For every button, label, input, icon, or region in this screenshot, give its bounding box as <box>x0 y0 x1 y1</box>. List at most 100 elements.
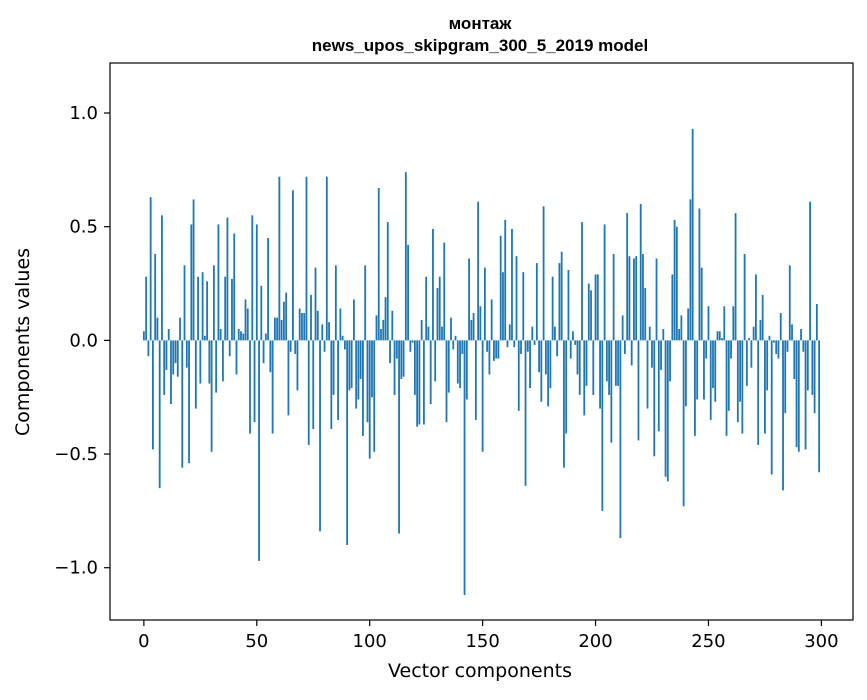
bar <box>626 213 629 341</box>
bar <box>481 340 484 452</box>
bar <box>619 340 622 539</box>
bar <box>298 308 301 341</box>
bar <box>592 340 595 395</box>
bar <box>158 340 161 489</box>
bar <box>404 172 407 341</box>
bar <box>691 128 694 341</box>
bar <box>219 329 222 341</box>
bar <box>617 340 620 386</box>
bar <box>152 340 154 450</box>
bar <box>705 340 708 359</box>
bar <box>337 340 339 420</box>
bar <box>280 319 283 341</box>
bar <box>425 276 428 341</box>
y-tick-label: 0.5 <box>69 217 98 238</box>
bar <box>596 274 599 341</box>
bar <box>377 188 380 341</box>
bar <box>669 340 671 382</box>
bar <box>436 288 439 341</box>
bar <box>716 331 719 341</box>
bar <box>687 308 690 341</box>
bar <box>723 306 726 341</box>
x-tick-label: 300 <box>804 631 838 652</box>
y-axis-label: Components values <box>12 248 34 436</box>
bar <box>560 251 563 341</box>
bar <box>242 333 245 341</box>
bar <box>287 340 290 416</box>
bar <box>572 331 574 341</box>
bar <box>292 190 294 341</box>
bar <box>244 299 247 341</box>
bar <box>673 219 676 341</box>
bar <box>581 222 583 341</box>
bar <box>696 340 699 400</box>
bar <box>334 265 337 341</box>
bar <box>524 340 527 486</box>
bar <box>565 340 568 434</box>
bar <box>432 228 434 341</box>
bar <box>454 335 457 341</box>
bar <box>515 256 518 341</box>
bar <box>750 340 753 368</box>
bar <box>684 340 687 407</box>
bar <box>463 340 466 595</box>
y-tick-label: 0.0 <box>69 330 98 351</box>
bars-group <box>142 128 821 595</box>
bar <box>380 329 382 341</box>
bar <box>441 326 443 341</box>
bar <box>423 340 425 425</box>
bar <box>745 340 748 386</box>
bar <box>373 340 376 452</box>
bar <box>253 340 256 423</box>
bar <box>714 340 717 402</box>
bar <box>585 340 588 386</box>
bar <box>574 340 577 345</box>
bar <box>190 224 193 341</box>
bar <box>235 340 238 375</box>
bar <box>511 228 513 341</box>
bar <box>621 315 624 341</box>
bar <box>800 329 802 341</box>
bar <box>355 340 358 409</box>
bar <box>294 340 297 354</box>
bar <box>273 317 276 341</box>
bar <box>533 340 536 345</box>
bar <box>703 340 705 400</box>
bar <box>497 340 500 359</box>
bar <box>262 340 265 364</box>
bar <box>255 224 258 341</box>
bar <box>339 308 342 341</box>
bar <box>312 340 315 430</box>
bar <box>599 340 601 409</box>
bar <box>398 340 400 534</box>
bar <box>520 340 522 354</box>
bar <box>472 313 475 341</box>
bar <box>429 340 432 405</box>
bar <box>407 244 410 341</box>
bar <box>633 258 635 341</box>
bar <box>206 281 209 341</box>
bar <box>732 306 735 341</box>
bar <box>662 329 665 341</box>
bar <box>610 340 613 443</box>
bar <box>797 340 800 452</box>
bar <box>657 340 660 432</box>
bar <box>635 256 638 341</box>
bar <box>353 299 355 341</box>
bar <box>495 340 498 359</box>
bar <box>766 340 769 391</box>
bar <box>630 340 633 366</box>
bar <box>806 340 809 391</box>
bar <box>341 335 344 341</box>
bar <box>307 340 310 445</box>
bar <box>145 276 148 341</box>
x-tick-label: 150 <box>465 631 499 652</box>
bar <box>811 340 814 395</box>
bar <box>666 340 669 482</box>
bar <box>757 340 760 445</box>
bar <box>188 340 190 464</box>
x-tick-label: 0 <box>138 631 149 652</box>
bar <box>348 340 351 391</box>
bar <box>447 340 450 393</box>
